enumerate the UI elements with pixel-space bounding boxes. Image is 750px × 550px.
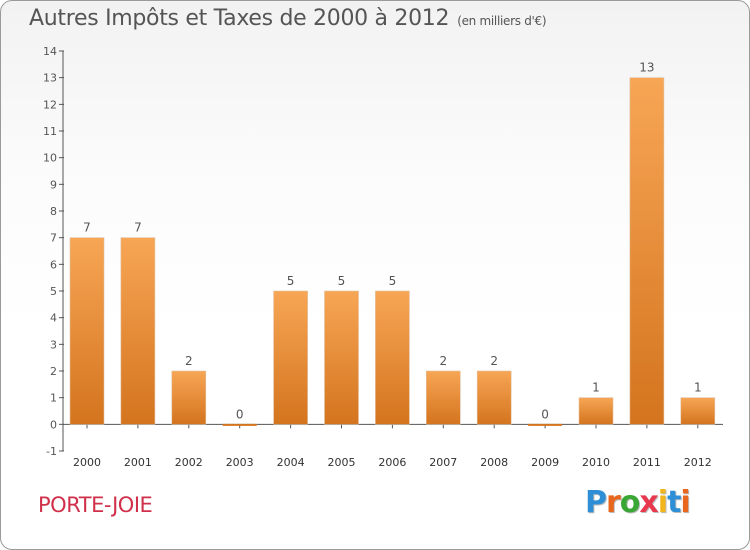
x-tick-label-2011: 2011 <box>633 456 661 469</box>
y-tick-label: 14 <box>43 45 57 58</box>
y-tick-label: 0 <box>50 418 57 431</box>
value-label-2001: 7 <box>134 221 142 235</box>
value-label-2008: 2 <box>490 354 498 368</box>
bar-2011 <box>629 77 665 425</box>
logo-letter: x <box>639 485 658 520</box>
logo-letter: o <box>619 485 641 520</box>
x-tick-label-2009: 2009 <box>531 456 559 469</box>
bar-2001 <box>120 237 156 425</box>
value-label-2000: 7 <box>83 221 91 235</box>
x-tick-label-2000: 2000 <box>73 456 101 469</box>
y-tick-label: 5 <box>50 285 57 298</box>
logo-letter: i <box>657 485 668 520</box>
value-label-2009: 0 <box>541 407 549 421</box>
chart-title-text: Autres Impôts et Taxes de 2000 à 2012 <box>29 6 450 31</box>
bar-2008 <box>476 370 512 425</box>
x-tick-label-2002: 2002 <box>175 456 203 469</box>
x-tick-label-2006: 2006 <box>378 456 406 469</box>
x-tick-label-2001: 2001 <box>124 456 152 469</box>
value-label-2003: 0 <box>236 407 244 421</box>
logo-letter: t <box>667 485 681 520</box>
y-tick-label: 6 <box>50 258 57 271</box>
y-tick-label: 7 <box>50 232 57 245</box>
value-label-2011: 13 <box>639 61 654 75</box>
value-label-2012: 1 <box>694 381 702 395</box>
bar-2002 <box>171 370 207 425</box>
bar-2005 <box>324 290 359 425</box>
commune-name: PORTE-JOIE <box>38 493 153 517</box>
bar-2000 <box>69 237 105 425</box>
bar-2006 <box>375 290 410 425</box>
y-tick-label: 9 <box>50 178 57 191</box>
value-label-2010: 1 <box>592 381 600 395</box>
y-tick-label: 10 <box>43 152 57 165</box>
logo-letter: P <box>585 485 607 520</box>
label-layer: 7 2000 7 2001 2 2002 0 2003 5 2004 5 2005 5 2006 2 2007… <box>73 61 712 469</box>
logo-letter: r <box>606 485 621 520</box>
y-tick-label: 13 <box>43 72 57 85</box>
bar-2012 <box>680 397 716 425</box>
value-label-2004: 5 <box>287 274 295 288</box>
x-tick-label-2007: 2007 <box>429 456 457 469</box>
y-tick-label: 8 <box>50 205 57 218</box>
value-label-2007: 2 <box>439 354 447 368</box>
y-tick-label: 1 <box>50 392 57 405</box>
logo-letter: i <box>680 485 690 520</box>
value-label-2005: 5 <box>338 274 346 288</box>
y-tick-label: 11 <box>43 125 57 138</box>
y-tick-label: 12 <box>43 98 57 111</box>
proxiti-logo: Proxiti <box>585 485 691 520</box>
value-label-2006: 5 <box>389 274 397 288</box>
x-tick-label-2003: 2003 <box>226 456 254 469</box>
bar-2010 <box>578 397 614 425</box>
x-tick-label-2005: 2005 <box>328 456 356 469</box>
y-tick-label: 3 <box>50 338 57 351</box>
bar-2007 <box>425 370 461 425</box>
chart-unit: (en milliers d'€) <box>457 14 547 28</box>
x-tick-label-2008: 2008 <box>480 456 508 469</box>
y-tick-label: 2 <box>50 365 57 378</box>
x-tick-label-2012: 2012 <box>684 456 712 469</box>
x-tick-label-2004: 2004 <box>277 456 305 469</box>
y-tick-label: 4 <box>50 312 57 325</box>
x-tick-label-2010: 2010 <box>582 456 610 469</box>
chart-title: Autres Impôts et Taxes de 2000 à 2012 (en… <box>29 6 547 31</box>
bar-layer <box>69 77 716 426</box>
bar-2004 <box>273 290 308 425</box>
value-label-2002: 2 <box>185 354 193 368</box>
y-tick-label: -1 <box>46 445 57 458</box>
